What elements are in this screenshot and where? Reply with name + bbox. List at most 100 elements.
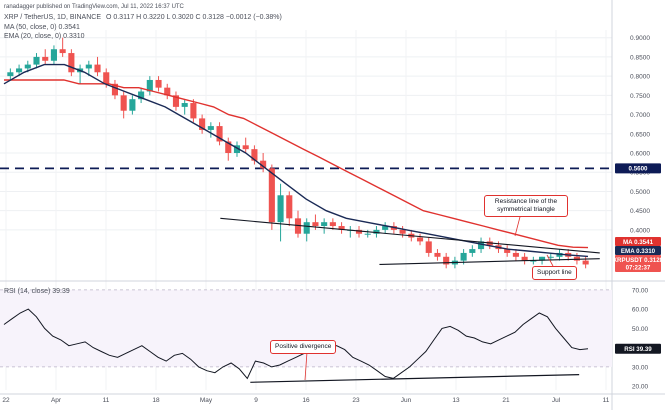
candle-body [443,256,450,265]
candle-body [416,237,424,242]
candle-body [294,218,302,234]
candle-body [303,222,310,234]
candle-body [582,260,589,265]
candle-body [138,91,145,100]
candle-body [68,53,75,73]
x-tick-label: 16 [302,397,310,404]
candle-body [251,149,258,161]
symbol-badge-text: 07:22:37 [626,265,651,272]
candle-body [321,222,328,227]
symbol-info: XRP / TetherUS, 1D, BINANCE O 0.3117 H 0… [4,13,285,22]
candle-body [312,222,319,227]
candle-body [190,103,197,119]
y-tick-label: 0.8500 [630,54,650,61]
symbol-badge [615,255,661,272]
ma-badge-text: MA 0.3541 [623,239,654,246]
candle-body [373,229,380,234]
x-tick-label: Apr [51,397,62,404]
candle-body [111,83,119,96]
publisher-text: ranadagger published on TradingView.com,… [4,4,184,10]
candle-body [50,49,57,61]
ma-line [4,79,589,249]
candle-body [155,79,162,88]
rsi-badge [615,343,661,354]
x-tick-label: 11 [603,397,610,404]
annotation-connector [304,351,308,381]
divergence-annotation: Positive divergence [270,340,337,354]
candle-body [556,252,563,257]
ema-badge-text: EMA 0.3310 [621,248,656,255]
candle-body [399,229,406,234]
candle-body [94,64,101,73]
candle-body [539,256,546,261]
y-tick-label: 0.7000 [630,112,650,119]
candle-body [382,226,389,230]
x-tick-label: 9 [254,397,258,404]
resistance-annotation: Resistance line of the symmetrical trian… [484,195,568,217]
candle-body [42,56,49,61]
candle-body [146,79,153,92]
candle-body [164,87,171,96]
y-tick-label: 0.8000 [630,74,650,81]
x-tick-label: Jul [552,397,561,404]
rsi-line [3,308,589,380]
x-tick-label: 11 [103,397,110,404]
candle-body [477,241,485,250]
rsi-legend: RSI (14, close) 39.39 [4,288,70,295]
candle-body [120,95,127,111]
candle-body [85,64,92,69]
candle-body [260,160,267,169]
symbol-badge-text: XRPUSDT 0.3128 [613,257,664,264]
ma-legend: MA (50, close, 0) 0.3541 [4,24,80,31]
y-tick-label: 0.4500 [630,208,650,215]
candle-body [286,195,293,219]
candle-body [573,256,580,261]
candle-body [199,118,206,130]
level-badge [615,163,661,174]
candle-body [329,222,336,227]
candle-body [338,226,345,230]
candle-body [59,49,66,54]
candle-body [216,126,223,142]
x-tick-label: 22 [2,397,10,404]
ema-badge [615,246,661,255]
candle-body [512,252,519,257]
candle-body [172,95,180,107]
candle-body [225,141,232,153]
x-tick-label: 23 [352,397,360,404]
rsi-tick-label: 70.00 [632,287,649,294]
ema20-line [3,63,589,258]
candle-body [16,68,23,73]
rsi-tick-label: 50.00 [632,326,649,333]
ma50-line [4,79,589,249]
candle-body [460,252,467,261]
candle-body [530,260,537,262]
candle-body [469,249,476,253]
candle-body [425,241,432,253]
ma-badge [615,237,661,246]
x-tick-label: 18 [152,397,160,404]
y-tick-label: 0.6500 [630,131,650,138]
candle-body [233,145,241,153]
candle-body [268,168,275,223]
candle-body [207,126,214,130]
rsi-pane [0,289,612,383]
level-badge-text: 0.5600 [629,165,648,172]
x-tick-label: 21 [502,397,510,404]
x-tick-label: 13 [452,397,460,404]
x-tick-label: Jun [401,397,412,404]
y-tick-label: 0.4000 [630,227,650,234]
candle-body [277,195,284,223]
candle-body [355,229,363,234]
y-tick-label: 0.5000 [630,189,650,196]
rsi-badge-text: RSI 39.39 [624,346,652,353]
rsi-tick-label: 20.00 [632,384,649,391]
annotation-connector [546,254,554,267]
candle-body [434,252,441,257]
candle-body [521,256,528,261]
candle-body [129,99,136,111]
divergence-trendline [250,373,580,383]
candle-body [103,72,110,84]
symbol-name: XRP / TetherUS, 1D, BINANCE [4,14,101,21]
